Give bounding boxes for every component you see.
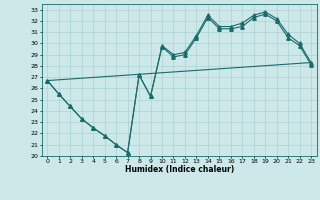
X-axis label: Humidex (Indice chaleur): Humidex (Indice chaleur) [124, 165, 234, 174]
